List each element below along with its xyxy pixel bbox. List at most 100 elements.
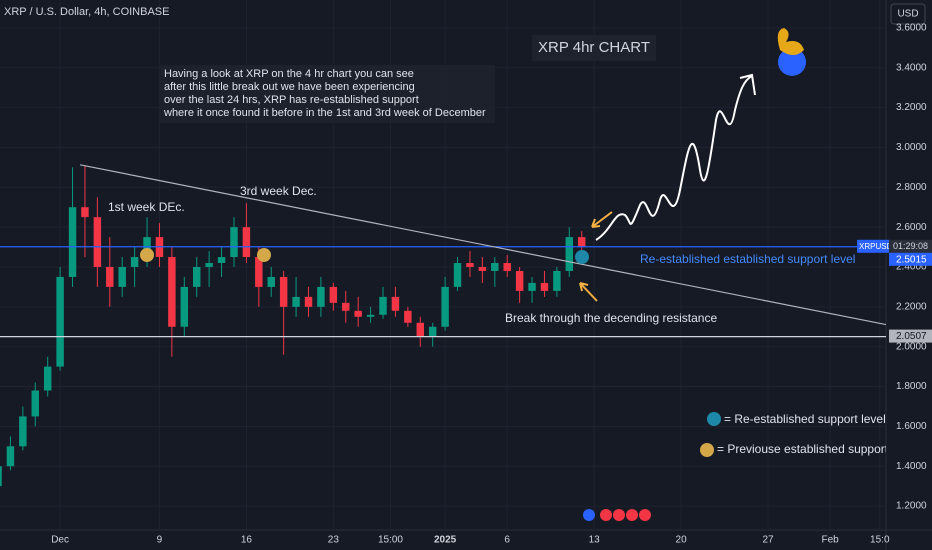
y-tick-label: 1.6000 bbox=[896, 421, 927, 432]
candle-body bbox=[217, 257, 226, 264]
candle-body bbox=[391, 296, 400, 311]
x-tick-label: 2025 bbox=[434, 535, 457, 546]
legend-dot bbox=[707, 412, 721, 426]
header: XRP / U.S. Dollar, 4h, COINBASE bbox=[4, 6, 169, 18]
logo bbox=[778, 48, 806, 76]
candle-body bbox=[56, 276, 64, 367]
x-tick-label: 16 bbox=[241, 535, 253, 546]
candle-body bbox=[192, 266, 201, 287]
arrow bbox=[579, 282, 598, 302]
candle-body bbox=[31, 390, 39, 417]
annotation: 1st week DEc. bbox=[108, 200, 185, 214]
candle-body bbox=[130, 257, 139, 267]
candle-body bbox=[478, 266, 487, 271]
resistance-line bbox=[79, 164, 886, 326]
arrow bbox=[591, 211, 613, 228]
candle-body bbox=[279, 276, 288, 307]
y-tick-label: 2.8000 bbox=[896, 182, 927, 193]
title: XRP 4hr CHART bbox=[538, 39, 650, 56]
countdown-label: 01:29:08 bbox=[893, 241, 928, 251]
candle-body bbox=[577, 237, 586, 248]
candle-body bbox=[180, 286, 189, 327]
logo bbox=[777, 28, 804, 55]
candle-body bbox=[416, 322, 424, 337]
support-dot bbox=[575, 250, 589, 264]
projection-arrow bbox=[595, 73, 756, 241]
support-dot bbox=[257, 248, 271, 262]
x-tick-label: 13 bbox=[589, 535, 601, 546]
note-line: Having a look at XRP on the 4 hr chart y… bbox=[164, 68, 414, 80]
candle-body bbox=[441, 286, 449, 327]
candle-body bbox=[81, 207, 89, 218]
annotation: Re-established established support level bbox=[640, 252, 855, 266]
candle-body bbox=[19, 416, 27, 447]
candle-body bbox=[366, 314, 375, 317]
x-tick-label: 23 bbox=[328, 535, 340, 546]
symbol-label: XRPUSD bbox=[859, 242, 893, 251]
currency-button[interactable] bbox=[890, 3, 926, 25]
candle-body bbox=[68, 207, 77, 277]
x-tick-label: 20 bbox=[676, 535, 688, 546]
candle-body bbox=[428, 326, 437, 337]
support-dot bbox=[140, 248, 154, 262]
candle-body bbox=[242, 227, 251, 258]
candle-body bbox=[354, 310, 362, 317]
y-tick-label: 3.4000 bbox=[896, 62, 927, 73]
candle-body bbox=[528, 282, 536, 291]
y-tick-label: 3.6000 bbox=[896, 23, 927, 34]
candle-body bbox=[118, 266, 126, 287]
candle-body bbox=[205, 263, 213, 267]
candle-body bbox=[453, 263, 462, 287]
candle-body bbox=[404, 310, 412, 323]
candle-body bbox=[304, 296, 313, 307]
price-label: 2.5015 bbox=[896, 254, 927, 265]
x-tick-label: 9 bbox=[157, 535, 163, 546]
candle-body bbox=[515, 270, 524, 291]
x-tick-label: Feb bbox=[821, 535, 839, 546]
y-tick-label: 1.8000 bbox=[896, 381, 927, 392]
price-tag bbox=[889, 252, 932, 266]
candle-body bbox=[329, 286, 338, 303]
candle-body bbox=[342, 302, 350, 311]
y-tick-label: 2.2000 bbox=[896, 301, 927, 312]
candle-body bbox=[292, 296, 300, 307]
candle-body bbox=[491, 263, 499, 271]
candle-body bbox=[230, 227, 238, 258]
y-tick-label: 3.0000 bbox=[896, 142, 927, 153]
x-tick-label: Dec bbox=[51, 535, 69, 546]
note-box bbox=[160, 65, 495, 123]
legend-dot bbox=[700, 443, 714, 457]
legend-label: = Re-established support level bbox=[724, 412, 886, 426]
candle-body bbox=[267, 276, 275, 287]
candle-body bbox=[255, 257, 263, 287]
plot bbox=[0, 164, 886, 487]
price-label: 2.0507 bbox=[896, 331, 927, 342]
candle-body bbox=[466, 263, 474, 267]
emoji-bar bbox=[583, 509, 651, 521]
note-line: where it once found it before in the 1st… bbox=[163, 107, 486, 119]
candle-body bbox=[106, 266, 114, 287]
note-line: after this little break out we have been… bbox=[164, 81, 415, 93]
candle-body bbox=[553, 270, 561, 291]
title-box bbox=[532, 35, 656, 61]
countdown-tag bbox=[889, 239, 932, 253]
x-tick-label: 27 bbox=[762, 535, 774, 546]
y-tick-label: 2.4000 bbox=[896, 262, 927, 273]
candle-body bbox=[0, 466, 2, 487]
currency[interactable]: USD bbox=[897, 9, 918, 20]
y-tick-label: 1.2000 bbox=[896, 501, 927, 512]
candle-body bbox=[540, 282, 549, 291]
legend-label: = Previouse established support level bbox=[717, 442, 916, 456]
candle-body bbox=[93, 217, 102, 267]
candle-body bbox=[6, 446, 15, 467]
note-line: over the last 24 hrs, XRP has re-establi… bbox=[164, 94, 419, 106]
price-tag bbox=[889, 329, 932, 343]
annotation: 3rd week Dec. bbox=[240, 184, 317, 198]
y-tick-label: 1.4000 bbox=[896, 461, 927, 472]
x-tick-label: 15:00 bbox=[378, 535, 403, 546]
y-tick-label: 2.6000 bbox=[896, 222, 927, 233]
annotation: Break through the decending resistance bbox=[505, 311, 717, 325]
symbol-tag bbox=[857, 239, 889, 253]
